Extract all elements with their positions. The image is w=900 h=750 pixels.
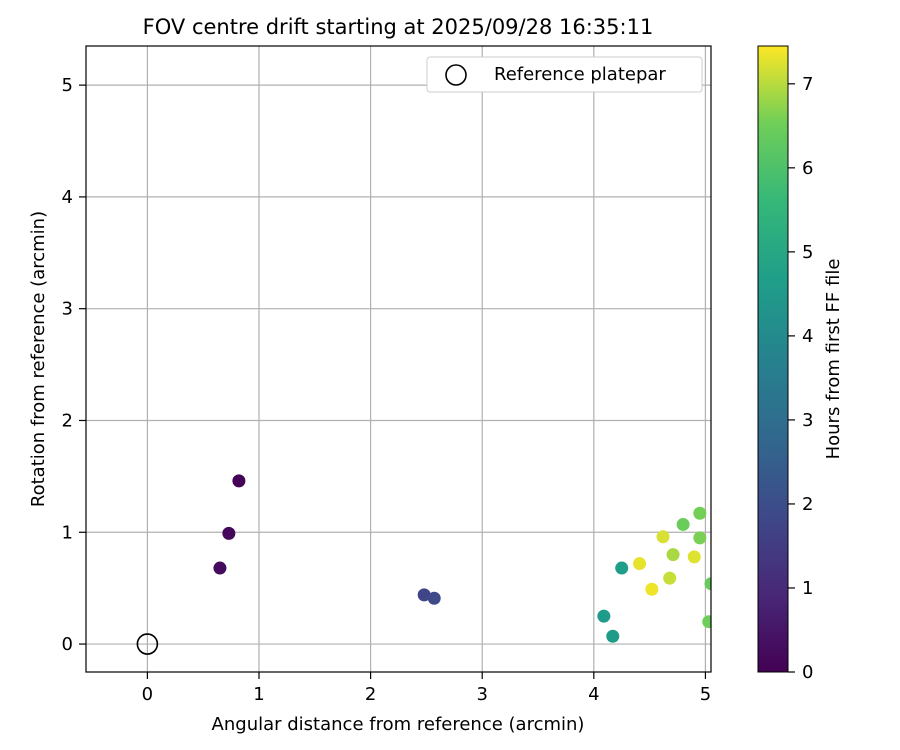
reference-marker [136,633,159,655]
x-tick-label: 0 [142,684,153,705]
data-point [645,582,659,596]
colorbar-ticks: 0 1 2 3 4 5 6 7 [788,74,813,683]
colorbar: 0 1 2 3 4 5 6 7 Hours from first FF file [757,45,844,683]
colorbar-gradient [757,45,789,673]
y-axis: 0 1 2 3 4 5 [62,75,86,655]
x-tick-label: 2 [365,684,376,705]
colorbar-tick-label: 4 [802,326,813,347]
colorbar-tick-label: 3 [802,410,813,431]
y-tick-label: 4 [62,187,73,208]
chart-title: FOV centre drift starting at 2025/09/28 … [143,15,654,39]
x-tick-label: 1 [253,684,264,705]
data-point [687,550,701,564]
data-point [615,561,629,575]
y-axis-label: Rotation from reference (arcmin) [28,211,49,507]
data-point [213,561,227,575]
legend-box [426,56,703,93]
colorbar-tick-label: 2 [802,494,813,515]
x-tick-label: 3 [476,684,487,705]
x-axis: 0 1 2 3 4 5 [142,672,711,705]
data-point [702,615,711,629]
data-point [417,588,431,602]
data-point [633,557,647,571]
colorbar-tick-label: 5 [802,242,813,263]
data-point [222,526,236,540]
data-point [597,609,611,623]
colorbar-tick-label: 0 [802,662,813,683]
grid [86,46,711,672]
x-tick-label: 5 [700,684,711,705]
colorbar-tick-label: 7 [802,74,813,95]
data-point [704,577,711,591]
data-point [676,517,690,531]
plot-frame [85,45,712,673]
x-axis-label: Angular distance from reference (arcmin) [212,714,585,735]
legend-marker-icon [445,64,467,86]
data-point [693,506,707,520]
y-tick-label: 5 [62,75,73,96]
colorbar-tick-label: 6 [802,158,813,179]
colorbar-label: Hours from first FF file [823,259,844,460]
y-tick-label: 2 [62,410,73,431]
data-point [663,571,677,585]
colorbar-tick-label: 1 [802,578,813,599]
data-points [213,474,711,643]
x-tick-label: 4 [588,684,599,705]
legend: Reference platepar [426,56,703,93]
data-point [232,474,246,488]
legend-label: Reference platepar [494,64,666,85]
y-tick-label: 1 [62,522,73,543]
data-point [606,629,620,643]
data-point [656,530,670,544]
data-point [666,548,680,562]
data-point [427,591,441,605]
y-tick-label: 3 [62,299,73,320]
y-tick-label: 0 [62,634,73,655]
data-point [693,531,707,545]
